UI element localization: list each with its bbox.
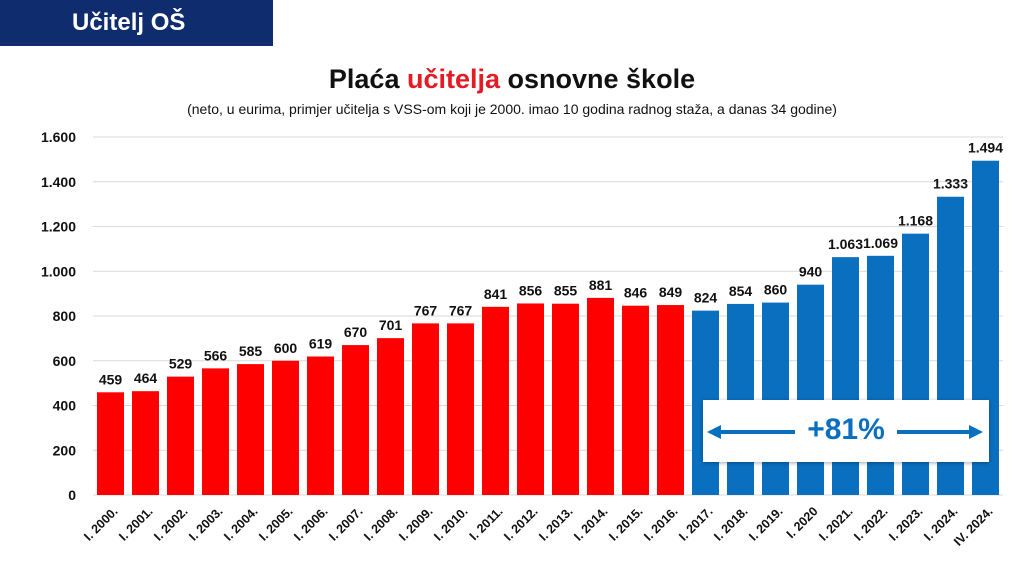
value-label: 855 xyxy=(554,283,578,299)
category-label: I. 2001. xyxy=(116,504,155,543)
category-label: I. 2019. xyxy=(746,504,785,543)
value-label: 619 xyxy=(309,335,333,351)
y-tick-label: 200 xyxy=(53,442,77,458)
category-label: I. 2003. xyxy=(186,504,225,543)
category-label: I. 2010. xyxy=(431,504,470,543)
bar xyxy=(727,303,754,495)
value-label: 881 xyxy=(589,277,613,293)
category-label: I. 2020 xyxy=(784,504,821,541)
category-label: I. 2015. xyxy=(606,504,645,543)
category-label: I. 2000. xyxy=(81,504,120,543)
value-label: 1.069 xyxy=(863,235,898,251)
category-label: I. 2017. xyxy=(676,504,715,543)
value-label: 529 xyxy=(169,356,193,372)
title-highlight: učitelja xyxy=(406,64,501,94)
value-label: 860 xyxy=(764,282,788,298)
value-label: 1.333 xyxy=(933,176,968,192)
value-label: 846 xyxy=(624,285,648,301)
bar xyxy=(587,297,614,495)
value-label: 940 xyxy=(799,264,823,280)
category-label: I. 2022. xyxy=(851,504,890,543)
category-label: I. 2023. xyxy=(886,504,925,543)
value-label: 701 xyxy=(379,317,403,333)
value-label: 1.168 xyxy=(898,213,933,229)
bar xyxy=(167,376,194,495)
bar xyxy=(552,303,579,495)
y-tick-label: 600 xyxy=(53,353,77,369)
y-tick-label: 1.400 xyxy=(41,174,76,190)
value-label: 854 xyxy=(729,283,753,299)
bar xyxy=(307,356,334,495)
bar xyxy=(342,345,369,495)
value-label: 1.494 xyxy=(968,140,1003,156)
y-tick-label: 1.000 xyxy=(41,263,76,279)
bar xyxy=(657,305,684,495)
category-label: I. 2016. xyxy=(641,504,680,543)
bar xyxy=(517,303,544,495)
bar xyxy=(482,306,509,495)
value-label: 849 xyxy=(659,284,683,300)
category-label: I. 2011. xyxy=(467,504,506,543)
category-label: I. 2009. xyxy=(396,504,435,543)
value-label: 767 xyxy=(414,302,438,318)
y-tick-label: 800 xyxy=(53,308,77,324)
y-tick-label: 1.200 xyxy=(41,219,76,235)
category-label: I. 2018. xyxy=(711,504,750,543)
bar xyxy=(762,302,789,495)
value-label: 856 xyxy=(519,282,543,298)
bar xyxy=(132,391,159,495)
value-label: 600 xyxy=(274,340,298,356)
bar xyxy=(797,284,824,495)
bar xyxy=(412,323,439,495)
bar xyxy=(97,392,124,495)
category-label: I. 2013. xyxy=(536,504,575,543)
chart-subtitle: (neto, u eurima, primjer učitelja s VSS-… xyxy=(187,101,837,117)
title-part-2: osnovne škole xyxy=(500,64,696,94)
bar xyxy=(202,368,229,495)
y-tick-label: 400 xyxy=(53,398,77,414)
header-badge: Učitelj OŠ xyxy=(0,0,273,46)
double-arrow-icon xyxy=(707,425,983,439)
value-label: 670 xyxy=(344,324,368,340)
category-label: I. 2012. xyxy=(501,504,540,543)
y-tick-label: 0 xyxy=(68,487,76,503)
category-label: I. 2005. xyxy=(256,504,295,543)
growth-percent: +81% xyxy=(807,413,885,446)
category-label: I. 2008. xyxy=(361,504,400,543)
chart-title: Plaća učitelja osnovne škole xyxy=(0,64,1024,95)
value-label: 459 xyxy=(99,371,123,387)
value-label: 464 xyxy=(134,370,158,386)
category-label: I. 2004. xyxy=(221,504,260,543)
value-label: 585 xyxy=(239,343,263,359)
bar xyxy=(237,364,264,495)
value-label: 824 xyxy=(694,290,718,306)
y-tick-label: 1.600 xyxy=(41,129,76,145)
category-label: I. 2002. xyxy=(151,504,190,543)
bar xyxy=(272,360,299,495)
value-label: 1.063 xyxy=(828,236,863,252)
growth-callout: +81% xyxy=(703,400,989,462)
title-part-1: Plaća xyxy=(328,64,407,94)
bar xyxy=(447,323,474,495)
bar xyxy=(622,305,649,495)
category-label: I. 2007. xyxy=(326,504,365,543)
category-label: I. 2006. xyxy=(291,504,330,543)
category-label: I. 2014. xyxy=(571,504,610,543)
value-label: 841 xyxy=(484,286,508,302)
category-label: I. 2021. xyxy=(816,504,855,543)
value-label: 566 xyxy=(204,347,228,363)
category-label: IV. 2024. xyxy=(951,504,995,548)
bar xyxy=(377,338,404,495)
value-label: 767 xyxy=(449,302,473,318)
